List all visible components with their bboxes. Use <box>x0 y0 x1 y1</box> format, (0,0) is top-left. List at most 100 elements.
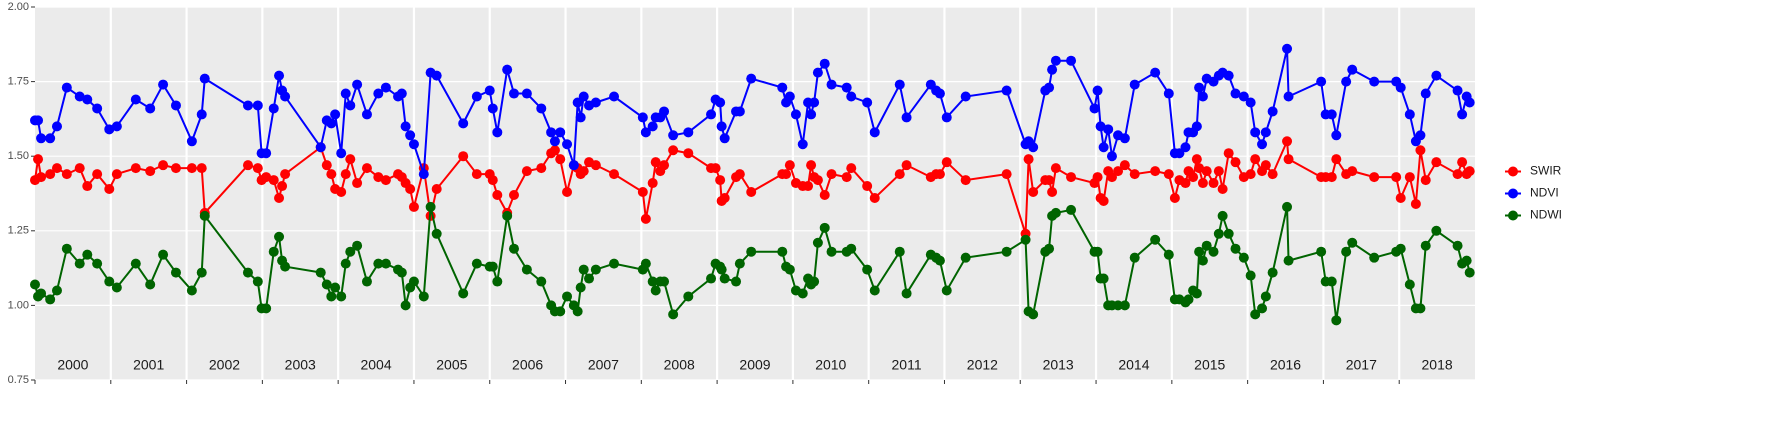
data-point <box>508 189 519 200</box>
year-label: 2004 <box>360 357 391 373</box>
data-point <box>508 243 519 254</box>
year-label: 2005 <box>436 357 467 373</box>
data-point <box>609 258 620 269</box>
year-label: 2012 <box>967 357 998 373</box>
data-point <box>790 109 801 120</box>
data-point <box>941 285 952 296</box>
data-point <box>1461 255 1472 266</box>
data-point <box>336 187 347 198</box>
data-point <box>431 70 442 81</box>
data-point <box>1194 163 1205 174</box>
data-point <box>1250 309 1261 320</box>
data-point <box>555 306 566 317</box>
data-point <box>418 291 429 302</box>
data-point <box>1050 55 1061 66</box>
year-label: 2009 <box>739 357 770 373</box>
data-point <box>340 169 351 180</box>
data-point <box>484 85 495 96</box>
year-label: 2003 <box>285 357 316 373</box>
data-point <box>572 306 583 317</box>
data-point <box>170 100 181 111</box>
data-point <box>1194 82 1205 93</box>
data-point <box>326 291 337 302</box>
data-point <box>1452 169 1463 180</box>
data-point <box>418 169 429 180</box>
data-point <box>1223 148 1234 159</box>
data-point <box>326 118 337 129</box>
data-point <box>326 169 337 180</box>
data-point <box>82 94 93 105</box>
data-point <box>1464 166 1475 177</box>
data-point <box>1047 64 1058 75</box>
data-point <box>934 169 945 180</box>
data-point <box>650 285 661 296</box>
data-point <box>846 243 857 254</box>
data-point <box>521 88 532 99</box>
data-point <box>274 192 285 203</box>
data-point <box>1282 136 1293 147</box>
data-point <box>92 103 103 114</box>
data-point <box>1395 82 1406 93</box>
data-point <box>186 163 197 174</box>
data-point <box>1282 201 1293 212</box>
data-point <box>894 169 905 180</box>
data-point <box>777 246 788 257</box>
data-point <box>1191 154 1202 165</box>
data-point <box>578 264 589 275</box>
data-point <box>74 91 85 102</box>
year-label: 2010 <box>815 357 846 373</box>
data-point <box>901 160 912 171</box>
data-point <box>901 112 912 123</box>
data-point <box>1410 198 1421 209</box>
data-point <box>706 273 717 284</box>
data-point <box>1431 157 1442 168</box>
data-point <box>405 130 416 141</box>
data-point <box>536 276 547 287</box>
data-point <box>1250 154 1261 165</box>
data-point <box>502 64 513 75</box>
data-point <box>549 145 560 156</box>
data-point <box>841 172 852 183</box>
data-point <box>492 276 503 287</box>
data-point <box>1260 291 1271 302</box>
legend-marker <box>1508 188 1518 199</box>
data-point <box>396 267 407 278</box>
data-point <box>487 175 498 186</box>
data-point <box>1457 109 1468 120</box>
data-point <box>458 118 469 129</box>
data-point <box>1316 76 1327 87</box>
data-point <box>508 88 519 99</box>
data-point <box>1188 172 1199 183</box>
data-point <box>1150 166 1161 177</box>
data-point <box>1044 243 1055 254</box>
data-point <box>1066 172 1077 183</box>
data-point <box>1129 252 1140 263</box>
data-point <box>1197 255 1208 266</box>
data-point <box>1223 70 1234 81</box>
data-point <box>261 172 272 183</box>
data-point <box>1431 225 1442 236</box>
data-point <box>716 121 727 132</box>
data-point <box>268 246 279 257</box>
data-point <box>170 267 181 278</box>
data-point <box>408 276 419 287</box>
data-point <box>130 163 141 174</box>
data-point <box>1267 169 1278 180</box>
data-point <box>1197 91 1208 102</box>
data-point <box>1464 267 1475 278</box>
data-point <box>336 148 347 159</box>
data-point <box>170 163 181 174</box>
data-point <box>1404 109 1415 120</box>
y-tick-label: 0.75 <box>8 374 29 386</box>
data-point <box>1331 130 1342 141</box>
data-point <box>826 246 837 257</box>
data-point <box>1420 240 1431 251</box>
data-point <box>1129 169 1140 180</box>
data-point <box>361 109 372 120</box>
data-point <box>734 106 745 117</box>
data-point <box>1023 154 1034 165</box>
data-point <box>1119 160 1130 171</box>
data-point <box>746 187 757 198</box>
data-point <box>719 192 730 203</box>
